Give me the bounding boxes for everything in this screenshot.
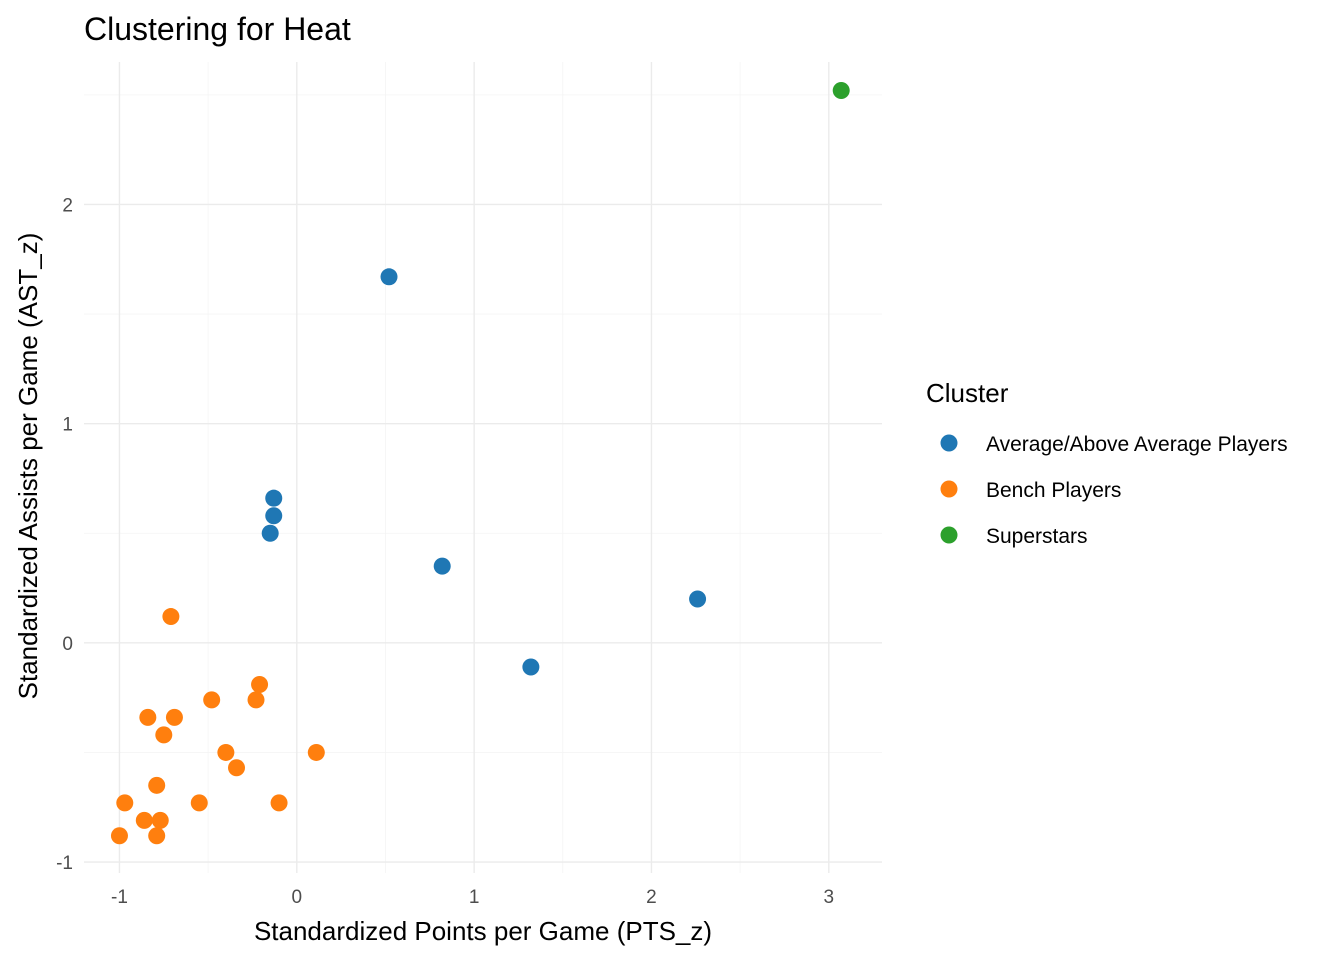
data-point	[116, 794, 133, 811]
data-point	[381, 268, 398, 285]
data-point	[689, 591, 706, 608]
data-point	[203, 691, 220, 708]
legend-title: Cluster	[926, 378, 1009, 408]
data-point	[217, 744, 234, 761]
data-point	[262, 525, 279, 542]
x-tick-label: 1	[469, 887, 480, 908]
data-point	[248, 691, 265, 708]
data-point	[148, 827, 165, 844]
y-axis-ticks: -1 0 1 2	[56, 195, 73, 874]
data-point	[139, 709, 156, 726]
data-point	[308, 744, 325, 761]
x-tick-label: 3	[824, 887, 835, 908]
data-point	[148, 777, 165, 794]
y-axis-title: Standardized Assists per Game (AST_z)	[13, 233, 43, 700]
data-point	[228, 759, 245, 776]
data-point	[111, 827, 128, 844]
legend-key	[941, 435, 958, 452]
data-point	[191, 794, 208, 811]
x-tick-label: 2	[646, 887, 657, 908]
data-point	[265, 490, 282, 507]
x-tick-label: 0	[292, 887, 303, 908]
legend-label: Bench Players	[986, 479, 1121, 502]
data-point	[155, 726, 172, 743]
x-axis-ticks: -1 0 1 2 3	[111, 887, 834, 908]
data-point	[265, 507, 282, 524]
chart-title: Clustering for Heat	[84, 11, 351, 47]
y-tick-label: 2	[62, 195, 73, 216]
legend-label: Average/Above Average Players	[986, 433, 1288, 456]
data-point	[166, 709, 183, 726]
data-point	[162, 608, 179, 625]
legend-key	[941, 481, 958, 498]
y-tick-label: 0	[62, 634, 73, 655]
data-points	[111, 82, 850, 844]
legend: Cluster Average/Above Average Players Ben…	[926, 378, 1288, 548]
legend-label: Superstars	[986, 525, 1088, 548]
data-point	[271, 794, 288, 811]
x-tick-label: -1	[111, 887, 128, 908]
y-tick-label: -1	[56, 853, 73, 874]
y-tick-label: 1	[62, 415, 73, 436]
x-axis-title: Standardized Points per Game (PTS_z)	[254, 916, 712, 946]
legend-key	[941, 527, 958, 544]
data-point	[136, 812, 153, 829]
data-point	[251, 676, 268, 693]
grid-lines	[84, 62, 882, 873]
data-point	[152, 812, 169, 829]
data-point	[434, 558, 451, 575]
data-point	[833, 82, 850, 99]
data-point	[522, 658, 539, 675]
